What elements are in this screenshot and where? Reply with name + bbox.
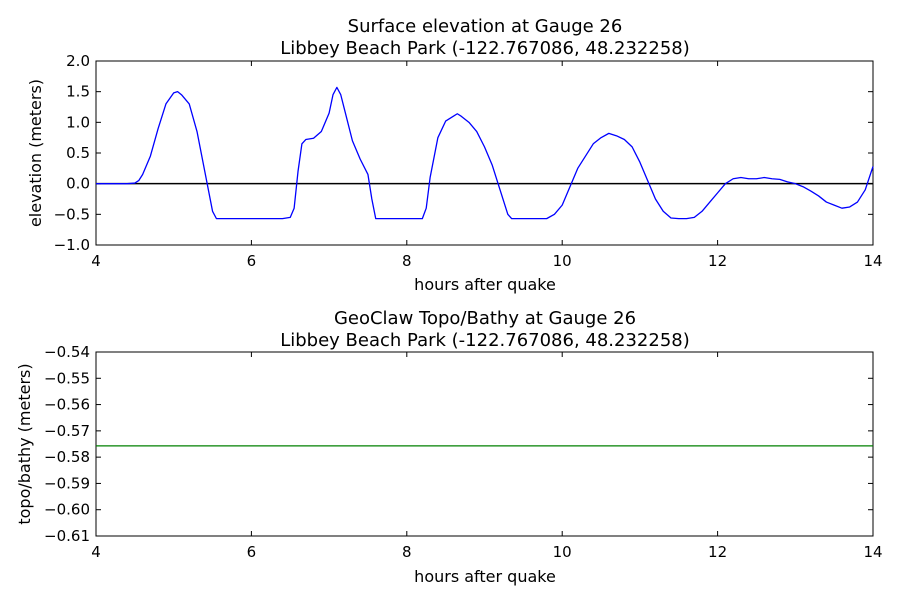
ticks: 4 6 8 10 12 14 −0.54 −0.55 −0.56 −0.57 −0.58 −0.59 −… xyxy=(44,343,883,561)
x-tick-label: 12 xyxy=(708,543,727,561)
y-tick-label: 1.5 xyxy=(66,83,90,101)
y-tick-label: 0.0 xyxy=(66,175,90,193)
x-tick-label: 8 xyxy=(402,543,412,561)
y-axis-label: elevation (meters) xyxy=(26,79,45,227)
series-lines xyxy=(96,86,874,220)
plot-area xyxy=(95,351,874,537)
y-tick-label: −0.57 xyxy=(44,422,90,440)
x-axis-label: hours after quake xyxy=(414,275,556,294)
chart-subtitle: Libbey Beach Park (-122.767086, 48.23225… xyxy=(280,330,690,351)
y-tick-label: −0.56 xyxy=(44,396,90,414)
y-tick-label: −0.61 xyxy=(44,527,90,545)
y-tick-label: 0.5 xyxy=(66,144,90,162)
y-tick-label: −0.58 xyxy=(44,448,90,466)
ticks: 4 6 8 10 12 14 2.0 1.5 1.0 0.5 0.0 −0.5 −1.0 xyxy=(54,52,883,270)
x-tick-label: 4 xyxy=(91,252,101,270)
topo-bathy-chart: GeoClaw Topo/Bathy at Gauge 26 Libbey Be… xyxy=(15,308,883,586)
x-tick-label: 12 xyxy=(708,252,727,270)
y-tick-label: −0.60 xyxy=(44,501,90,519)
x-axis-label: hours after quake xyxy=(414,567,556,586)
y-tick-label: −0.59 xyxy=(44,474,90,492)
x-tick-label: 6 xyxy=(247,252,257,270)
y-axis-label: topo/bathy (meters) xyxy=(15,363,34,524)
y-tick-label: −1.0 xyxy=(54,236,90,254)
chart-title: GeoClaw Topo/Bathy at Gauge 26 xyxy=(334,308,636,329)
x-tick-label: 4 xyxy=(91,543,101,561)
x-tick-label: 6 xyxy=(247,543,257,561)
chart-title: Surface elevation at Gauge 26 xyxy=(348,16,623,37)
x-tick-label: 8 xyxy=(402,252,412,270)
x-tick-label: 14 xyxy=(863,252,882,270)
y-tick-label: 1.0 xyxy=(66,113,90,131)
surface-elevation-chart: Surface elevation at Gauge 26 Libbey Bea… xyxy=(26,16,883,294)
x-tick-label: 10 xyxy=(553,252,572,270)
y-tick-label: −0.55 xyxy=(44,369,90,387)
y-tick-label: 2.0 xyxy=(66,52,90,70)
chart-subtitle: Libbey Beach Park (-122.767086, 48.23225… xyxy=(280,38,690,59)
plot-area xyxy=(95,60,874,246)
y-tick-label: −0.54 xyxy=(44,343,90,361)
y-tick-label: −0.5 xyxy=(54,205,90,223)
series-line-0 xyxy=(96,86,874,220)
x-tick-label: 14 xyxy=(863,543,882,561)
x-tick-label: 10 xyxy=(553,543,572,561)
